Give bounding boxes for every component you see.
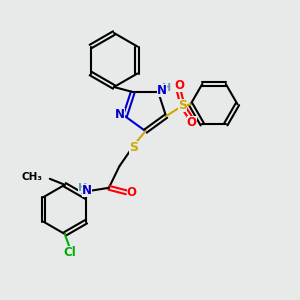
Text: O: O [174,80,184,92]
Text: Cl: Cl [63,245,76,259]
Text: O: O [187,116,196,129]
Text: N: N [115,108,124,121]
Text: H: H [78,183,87,194]
Text: S: S [178,99,187,112]
Text: S: S [129,141,138,154]
Text: CH₃: CH₃ [21,172,42,182]
Text: N: N [82,184,92,197]
Text: O: O [127,186,137,199]
Text: N: N [157,84,167,97]
Text: H: H [162,82,171,92]
